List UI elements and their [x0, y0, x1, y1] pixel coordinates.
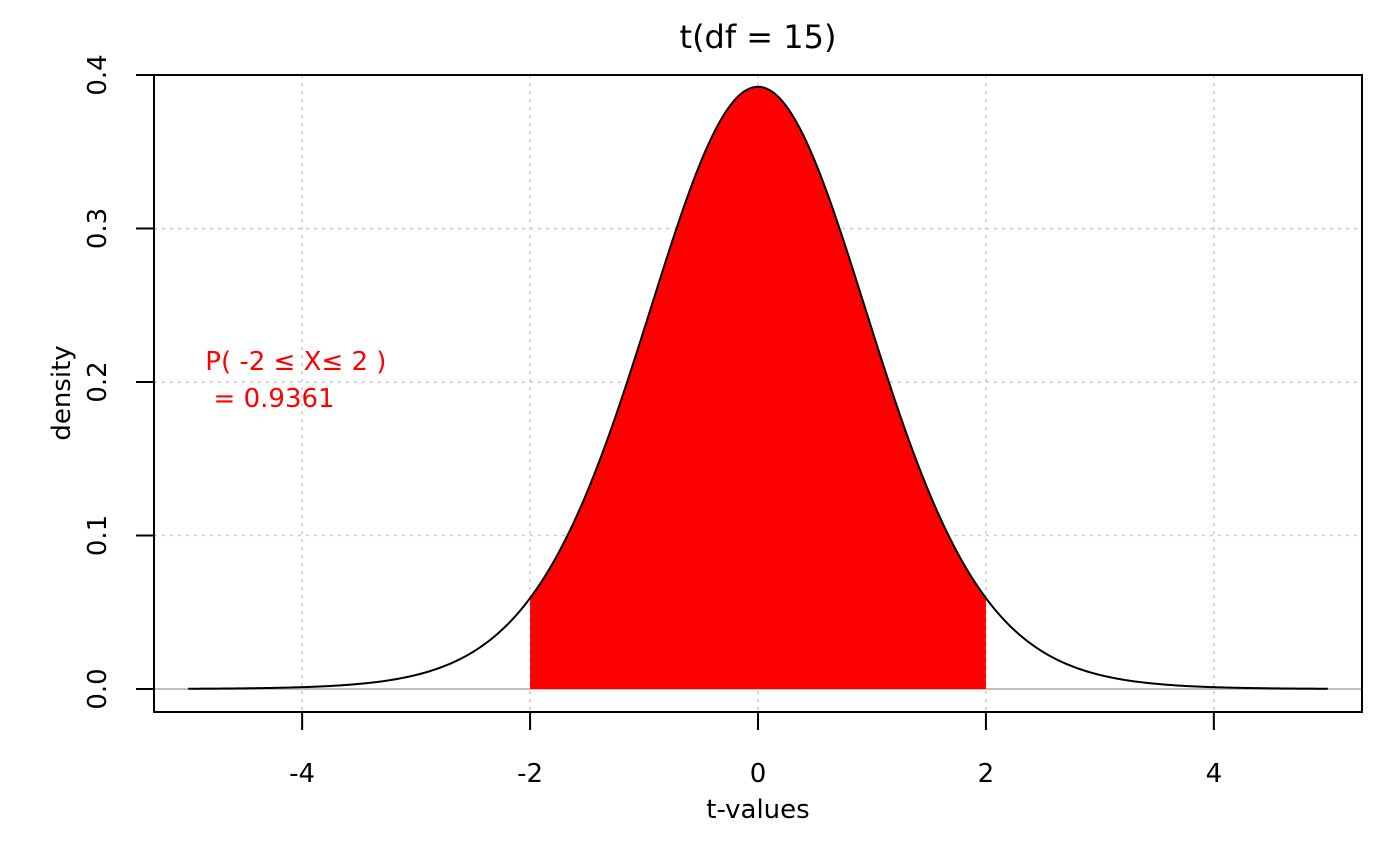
x-tick-label-1: -2 [517, 759, 543, 789]
x-tick-label-0: -4 [289, 759, 315, 789]
y-tick-label-3: 0.3 [83, 208, 113, 249]
y-tick-label-1: 0.1 [83, 515, 113, 556]
x-tick-label-4: 4 [1206, 759, 1223, 789]
probability-annotation-line1: P( -2 ≤ X≤ 2 ) [205, 347, 386, 377]
chart-title: t(df = 15) [680, 18, 837, 56]
x-axis: -4 -2 0 2 4 [289, 711, 1223, 789]
shaded-probability-area [530, 86, 986, 689]
x-tick-label-2: 0 [750, 759, 767, 789]
density-curve [188, 85, 1328, 690]
y-tick-label-2: 0.2 [83, 361, 113, 402]
x-axis-title: t-values [706, 795, 809, 825]
y-tick-label-0: 0.0 [83, 668, 113, 709]
probability-annotation-line2: = 0.9361 [205, 384, 334, 414]
x-tick-label-3: 2 [978, 759, 995, 789]
y-tick-label-4: 0.4 [83, 54, 113, 95]
y-axis-title: density [47, 345, 77, 440]
y-axis: 0.0 0.1 0.2 0.3 0.4 [83, 54, 155, 710]
